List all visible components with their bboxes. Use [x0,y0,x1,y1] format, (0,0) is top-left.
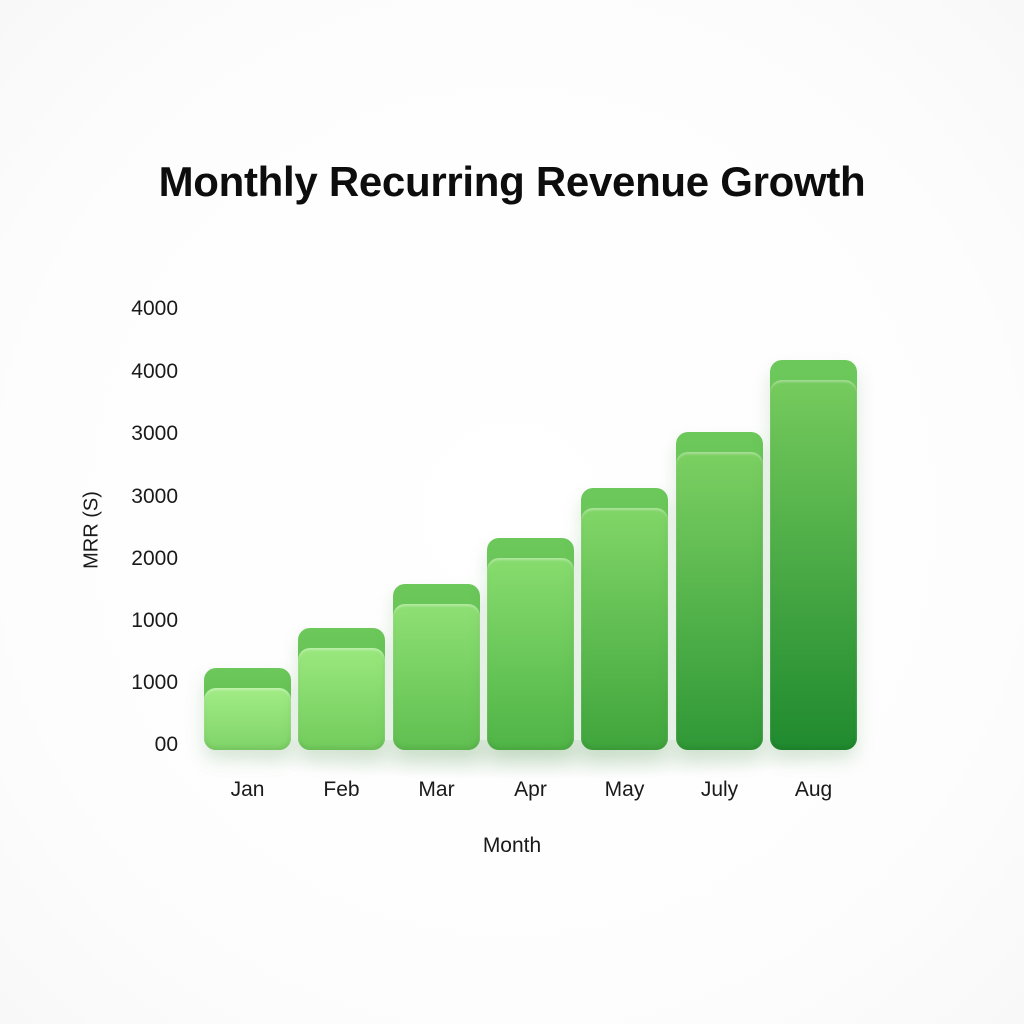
bar-face [298,647,385,750]
y-tick: 1000 [131,671,178,694]
bar-face [393,604,480,750]
y-tick: 4000 [131,297,178,320]
y-tick: 4000 [131,360,178,383]
bar-apr [487,538,574,750]
x-tick: Aug [794,778,833,801]
x-tick: Jan [230,778,265,801]
bar-face [770,379,857,750]
x-axis-label: Month [482,834,542,857]
x-tick: May [604,778,645,801]
bar-may [581,488,668,750]
bar-aug [770,359,857,750]
bar-mar [393,584,480,750]
x-tick: Apr [514,778,547,801]
bar-face [581,508,668,750]
bar-face [676,452,763,750]
bar-face [487,558,574,750]
y-tick: 2000 [131,547,178,570]
bar-jan [204,667,291,750]
chart-title: Monthly Recurring Revenue Growth [158,158,866,205]
y-tick: 3000 [131,485,178,508]
x-tick: Feb [323,778,360,801]
x-tick: Mar [418,778,455,801]
y-axis-label: MRR (S) [80,491,103,569]
x-tick: July [700,778,739,801]
y-tick: 1000 [131,609,178,632]
bar-july [676,432,763,750]
y-tick: 3000 [131,422,178,445]
bar-face [204,687,291,750]
bar-feb [298,627,385,750]
y-tick: 00 [154,733,178,756]
